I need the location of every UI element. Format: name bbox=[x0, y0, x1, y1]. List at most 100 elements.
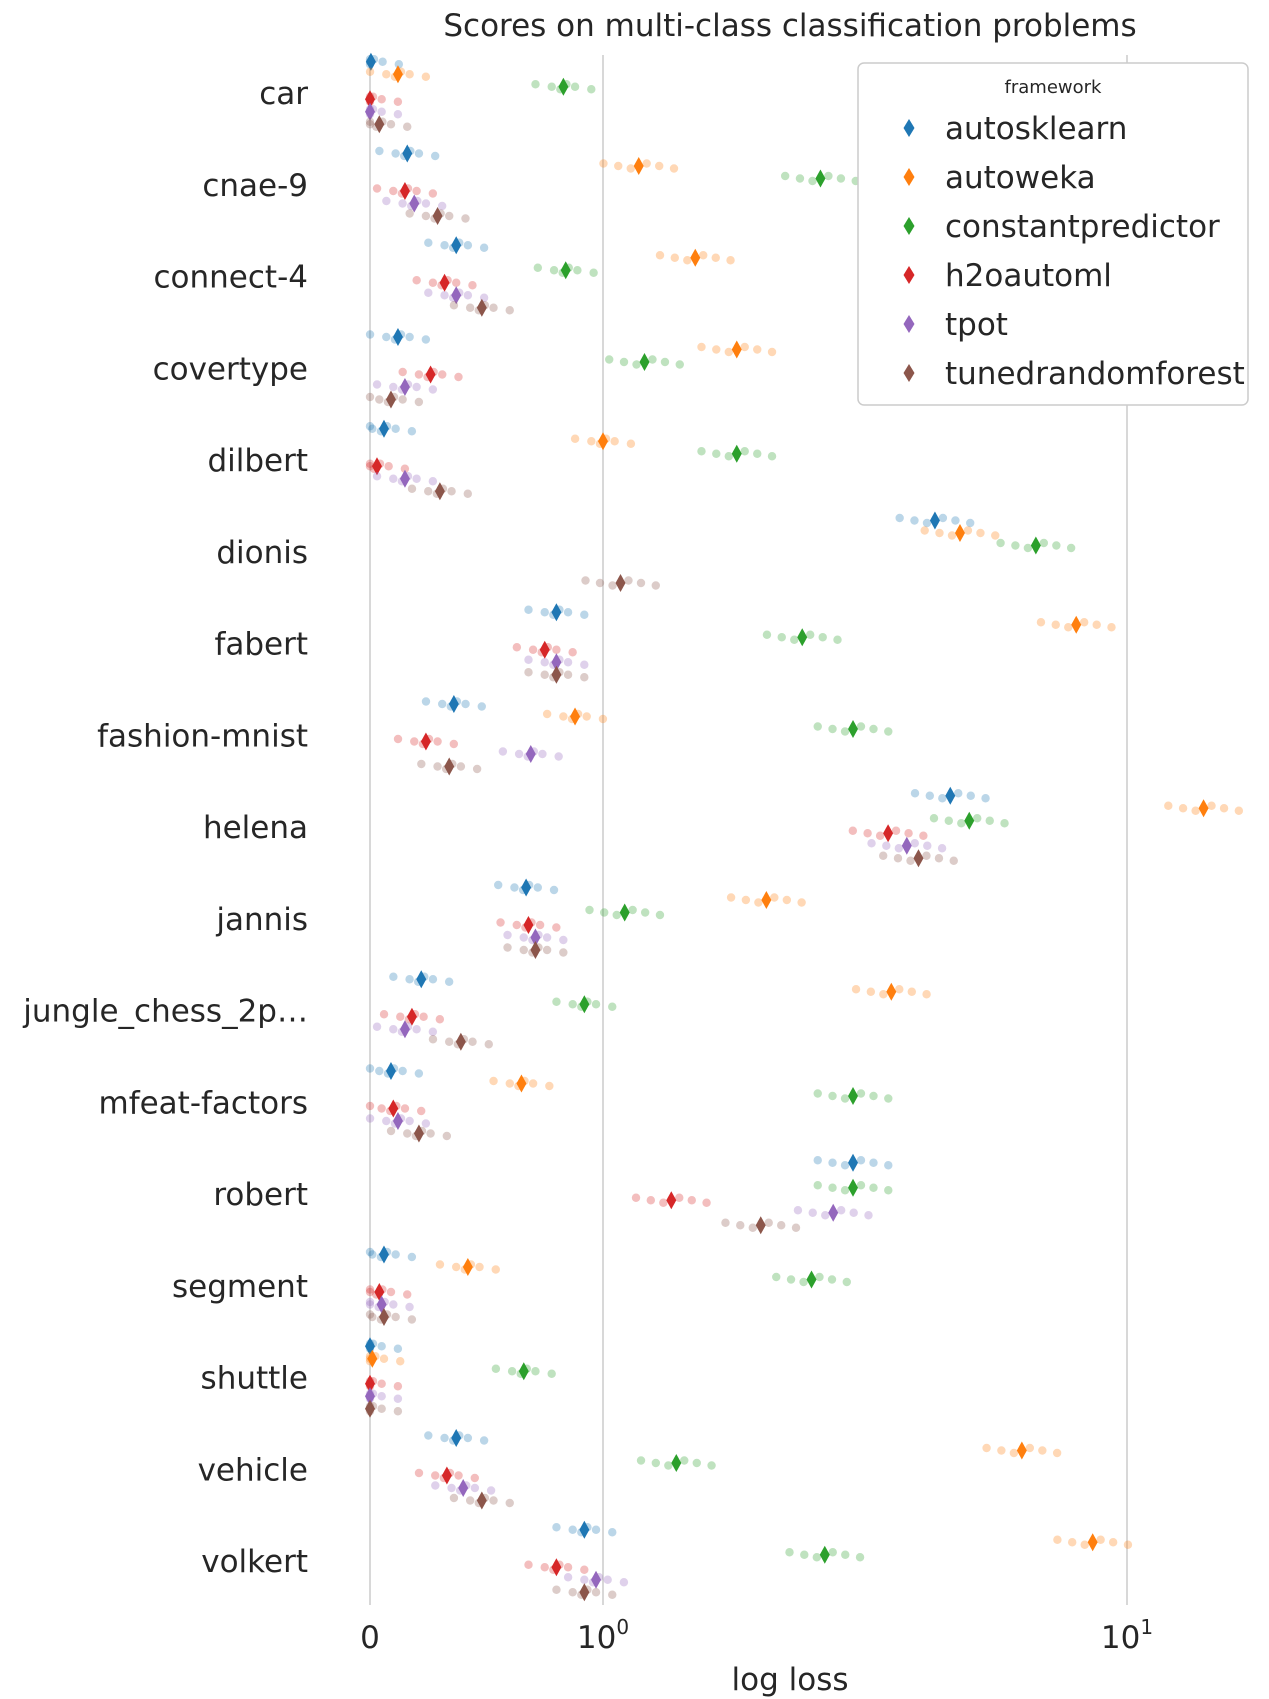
point-h2oautoml bbox=[389, 186, 398, 196]
point-constantpredictor bbox=[996, 538, 1005, 548]
point-tunedrandomforest bbox=[405, 209, 414, 218]
point-h2oautoml bbox=[687, 1196, 696, 1205]
point-tpot bbox=[377, 107, 386, 116]
point-autoweka bbox=[851, 985, 861, 994]
median-marker-tunedrandomforest bbox=[530, 941, 541, 959]
point-tunedrandomforest bbox=[764, 1218, 773, 1227]
point-constantpredictor bbox=[507, 1367, 517, 1376]
median-marker-autoweka bbox=[1198, 799, 1209, 818]
point-constantpredictor bbox=[531, 80, 540, 89]
point-constantpredictor bbox=[762, 630, 772, 639]
point-constantpredictor bbox=[568, 1000, 577, 1009]
median-marker-autoweka bbox=[761, 891, 772, 909]
median-marker-autosklearn bbox=[929, 511, 940, 530]
x-axis-label: log loss bbox=[732, 1662, 849, 1698]
point-constantpredictor bbox=[531, 1367, 540, 1376]
point-autosklearn bbox=[856, 1156, 866, 1165]
point-autoweka bbox=[396, 1357, 405, 1366]
point-constantpredictor bbox=[855, 1553, 865, 1562]
point-constantpredictor bbox=[651, 1458, 661, 1468]
median-marker-tpot bbox=[392, 1112, 403, 1130]
median-marker-tunedrandomforest bbox=[413, 1124, 424, 1143]
point-h2oautoml bbox=[863, 829, 872, 838]
point-constantpredictor bbox=[680, 1456, 689, 1465]
median-marker-h2oautoml bbox=[439, 273, 450, 292]
point-autosklearn bbox=[440, 1433, 449, 1443]
point-tunedrandomforest bbox=[365, 392, 375, 402]
median-marker-constantpredictor bbox=[819, 1545, 830, 1564]
median-marker-autoweka bbox=[1087, 1533, 1098, 1552]
median-marker-h2oautoml bbox=[388, 1099, 399, 1118]
point-autosklearn bbox=[954, 789, 963, 798]
median-marker-h2oautoml bbox=[365, 90, 375, 109]
point-autosklearn bbox=[981, 794, 990, 803]
point-autoweka bbox=[1067, 1538, 1077, 1547]
point-tunedrandomforest bbox=[580, 673, 589, 682]
point-autoweka bbox=[963, 526, 973, 535]
point-autoweka bbox=[491, 1265, 500, 1274]
point-autoweka bbox=[699, 251, 708, 260]
point-h2oautoml bbox=[659, 1198, 668, 1207]
point-h2oautoml bbox=[417, 1106, 426, 1116]
x-tick-sup-1: 0 bbox=[616, 1615, 629, 1639]
category-label: cnae-9 bbox=[202, 168, 308, 204]
median-marker-h2oautoml bbox=[420, 732, 431, 751]
point-tunedrandomforest bbox=[463, 489, 472, 498]
point-tunedrandomforest bbox=[442, 1131, 452, 1141]
point-constantpredictor bbox=[813, 722, 822, 731]
point-autoweka bbox=[421, 72, 431, 81]
median-marker-autosklearn bbox=[448, 695, 459, 713]
point-tpot bbox=[389, 474, 398, 483]
point-autosklearn bbox=[580, 610, 589, 619]
point-autoweka bbox=[528, 1079, 538, 1088]
point-tunedrandomforest bbox=[414, 397, 424, 407]
legend-label-autoweka: autoweka bbox=[945, 160, 1096, 196]
point-autosklearn bbox=[910, 789, 920, 798]
point-tpot bbox=[382, 196, 391, 206]
point-constantpredictor bbox=[842, 1277, 851, 1287]
point-h2oautoml bbox=[365, 459, 375, 468]
point-constantpredictor bbox=[692, 1458, 701, 1468]
point-h2oautoml bbox=[384, 462, 393, 471]
point-tpot bbox=[619, 1578, 629, 1587]
point-tpot bbox=[431, 1481, 440, 1490]
median-marker-autoweka bbox=[690, 248, 701, 267]
point-autosklearn bbox=[533, 883, 542, 892]
point-constantpredictor bbox=[944, 816, 953, 825]
median-marker-h2oautoml bbox=[441, 1466, 452, 1485]
point-autoweka bbox=[570, 434, 580, 443]
median-marker-tpot bbox=[365, 1387, 375, 1406]
category-label: car bbox=[259, 76, 308, 112]
point-tpot bbox=[405, 1302, 414, 1312]
legend-frame bbox=[857, 62, 1249, 406]
point-h2oautoml bbox=[377, 95, 386, 104]
point-constantpredictor bbox=[619, 357, 629, 367]
point-autoweka bbox=[669, 164, 679, 173]
point-autoweka bbox=[626, 439, 636, 448]
point-tunedrandomforest bbox=[524, 668, 533, 677]
point-autoweka bbox=[655, 251, 665, 260]
point-autosklearn bbox=[365, 422, 375, 431]
point-constantpredictor bbox=[640, 908, 650, 917]
point-autosklearn bbox=[377, 1342, 386, 1351]
point-tunedrandomforest bbox=[417, 759, 426, 769]
median-marker-tunedrandomforest bbox=[551, 665, 562, 684]
point-constantpredictor bbox=[1000, 819, 1009, 828]
point-autoweka bbox=[489, 1076, 498, 1086]
point-tunedrandomforest bbox=[736, 1221, 745, 1230]
median-marker-tpot bbox=[399, 378, 410, 396]
median-marker-constantpredictor bbox=[964, 811, 975, 830]
point-tunedrandomforest bbox=[456, 762, 466, 771]
median-marker-autosklearn bbox=[551, 603, 562, 622]
median-marker-autoweka bbox=[1071, 615, 1082, 634]
point-autosklearn bbox=[365, 330, 375, 339]
point-constantpredictor bbox=[552, 997, 561, 1006]
legend-title: framework bbox=[1005, 77, 1103, 98]
point-autosklearn bbox=[391, 149, 400, 158]
point-tpot bbox=[519, 933, 528, 942]
point-tunedrandomforest bbox=[748, 1223, 757, 1232]
point-constantpredictor bbox=[884, 727, 893, 736]
point-tunedrandomforest bbox=[906, 856, 915, 865]
point-autosklearn bbox=[540, 608, 549, 617]
median-marker-tunedrandomforest bbox=[476, 1491, 487, 1510]
